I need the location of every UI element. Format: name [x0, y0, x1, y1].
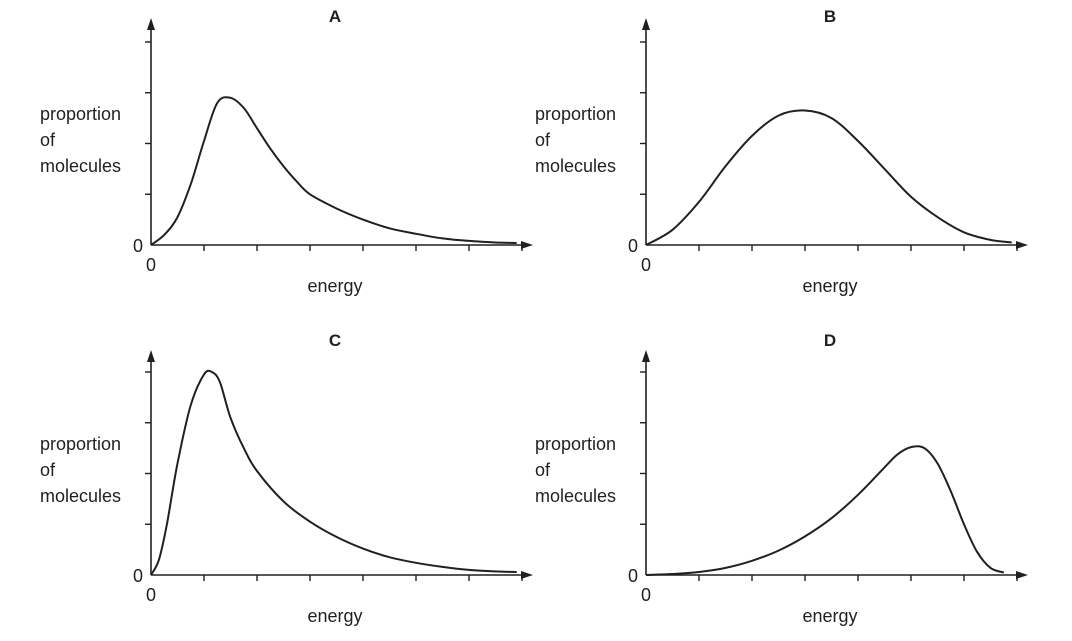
x-axis-arrow — [1016, 241, 1028, 249]
y-axis-label-line: of — [535, 460, 551, 480]
y-axis-label-line: proportion — [40, 434, 121, 454]
y-axis-label: proportion of molecules — [535, 104, 616, 176]
y-axis-label-line: molecules — [535, 486, 616, 506]
x-axis-label: energy — [307, 606, 362, 626]
chart-panel-c: C 00 energy proportion of molecules — [40, 331, 533, 626]
y-axis-arrow — [147, 350, 155, 362]
y-axis-label-line: molecules — [40, 486, 121, 506]
x-axis-arrow — [521, 571, 533, 579]
y-axis-label-line: of — [535, 130, 551, 150]
y-origin-label: 0 — [133, 566, 143, 586]
chart-title: C — [329, 331, 341, 350]
x-axis-label: energy — [802, 606, 857, 626]
chart-title: D — [824, 331, 836, 350]
y-axis-arrow — [147, 18, 155, 30]
y-origin-label: 0 — [133, 236, 143, 256]
y-axis-label-line: proportion — [40, 104, 121, 124]
x-axis-arrow — [1016, 571, 1028, 579]
distribution-curve — [645, 109, 1012, 246]
y-axis-label: proportion of molecules — [535, 434, 616, 506]
y-axis-label-line: of — [40, 130, 56, 150]
distribution-curve — [645, 445, 1005, 576]
chart-panel-a: A 00 energy proportion of molecules — [40, 7, 533, 296]
y-origin-label: 0 — [628, 566, 638, 586]
chart-title: B — [824, 7, 836, 26]
y-axis-label: proportion of molecules — [40, 434, 121, 506]
y-origin-label: 0 — [628, 236, 638, 256]
y-axis-label-line: molecules — [535, 156, 616, 176]
chart-panel-d: D 00 energy proportion of molecules — [535, 331, 1028, 626]
y-axis-label-line: molecules — [40, 156, 121, 176]
y-axis-label: proportion of molecules — [40, 104, 121, 176]
y-axis-label-line: proportion — [535, 104, 616, 124]
y-axis-label-line: of — [40, 460, 56, 480]
x-axis-arrow — [521, 241, 533, 249]
x-axis-label: energy — [802, 276, 857, 296]
x-origin-label: 0 — [641, 255, 651, 275]
x-origin-label: 0 — [641, 585, 651, 605]
y-axis-arrow — [642, 350, 650, 362]
distribution-curve — [150, 96, 517, 246]
x-origin-label: 0 — [146, 585, 156, 605]
y-axis-arrow — [642, 18, 650, 30]
y-axis-label-line: proportion — [535, 434, 616, 454]
distribution-curve — [150, 369, 517, 576]
x-axis-label: energy — [307, 276, 362, 296]
x-origin-label: 0 — [146, 255, 156, 275]
chart-title: A — [329, 7, 341, 26]
chart-panel-b: B 00 energy proportion of molecules — [535, 7, 1028, 296]
